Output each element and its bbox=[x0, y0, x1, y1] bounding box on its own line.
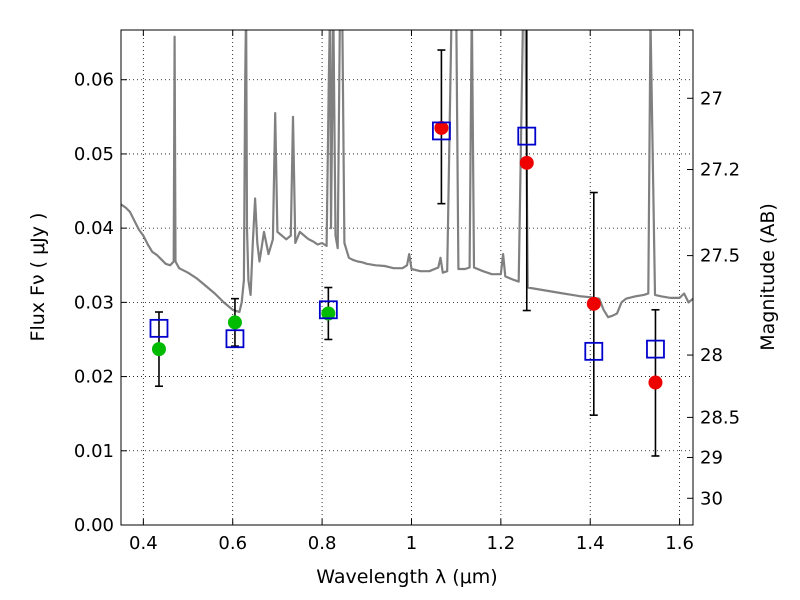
observed-point-4 bbox=[519, 155, 534, 170]
model-point-3 bbox=[432, 121, 451, 141]
y-tick-label-1: 0.01 bbox=[74, 441, 114, 462]
y-tick-label-6: 0.06 bbox=[74, 70, 114, 91]
model-point-0 bbox=[149, 318, 169, 338]
right-tick-label-1: 27.2 bbox=[700, 160, 740, 181]
right-tick-label-5: 29 bbox=[700, 447, 723, 468]
x-axis-ticks: 0.4 0.6 0.8 1 1.2 1.4 1.6 bbox=[129, 30, 694, 554]
model-point-1 bbox=[225, 329, 245, 349]
x-tick-label-1: 0.6 bbox=[218, 533, 247, 554]
model-point-2 bbox=[318, 300, 338, 320]
y-tick-label-4: 0.04 bbox=[74, 218, 114, 239]
observed-point-0 bbox=[151, 342, 166, 357]
right-tick-label-6: 30 bbox=[700, 488, 723, 509]
y-axis-label-left: Flux Fν ( μJy ) bbox=[27, 213, 49, 342]
right-tick-label-0: 27 bbox=[700, 88, 723, 109]
x-tick-label-4: 1.2 bbox=[487, 533, 516, 554]
right-tick-label-4: 28.5 bbox=[700, 407, 740, 428]
y-tick-label-0: 0.00 bbox=[74, 515, 114, 536]
x-tick-label-3: 1 bbox=[406, 533, 417, 554]
x-tick-label-2: 0.8 bbox=[308, 533, 337, 554]
x-tick-label-6: 1.6 bbox=[665, 533, 694, 554]
observed-point-6 bbox=[648, 375, 663, 390]
observed-point-1 bbox=[227, 315, 242, 330]
y-tick-label-2: 0.02 bbox=[74, 367, 114, 388]
observed-point-3 bbox=[434, 120, 449, 135]
plot-frame bbox=[120, 29, 694, 526]
right-axis-ticks: 27 27.2 27.5 28 28.5 29 30 bbox=[687, 88, 740, 509]
model-point-6 bbox=[646, 339, 665, 359]
right-tick-label-3: 28 bbox=[700, 345, 723, 366]
y-tick-label-5: 0.05 bbox=[74, 144, 114, 165]
model-point-4 bbox=[517, 126, 537, 146]
observed-point-5 bbox=[586, 296, 601, 311]
y-tick-label-3: 0.03 bbox=[74, 292, 114, 313]
y-axis-ticks: 0.00 0.01 0.02 0.03 0.04 0.05 0.06 bbox=[74, 70, 127, 536]
right-tick-label-2: 27.5 bbox=[700, 246, 740, 267]
model-spectrum-line bbox=[121, 30, 693, 319]
x-tick-label-5: 1.4 bbox=[576, 533, 605, 554]
x-tick-label-0: 0.4 bbox=[129, 533, 158, 554]
observed-points-layer bbox=[151, 120, 663, 390]
model-spectrum-layer bbox=[121, 30, 693, 319]
y-axis-label-right: Magnitude (AB) bbox=[757, 203, 779, 351]
model-point-5 bbox=[584, 341, 604, 361]
plot-background bbox=[121, 30, 693, 525]
observed-point-2 bbox=[321, 306, 336, 321]
model-points-layer bbox=[149, 121, 665, 361]
x-axis-label: Wavelength λ (μm) bbox=[316, 566, 497, 588]
